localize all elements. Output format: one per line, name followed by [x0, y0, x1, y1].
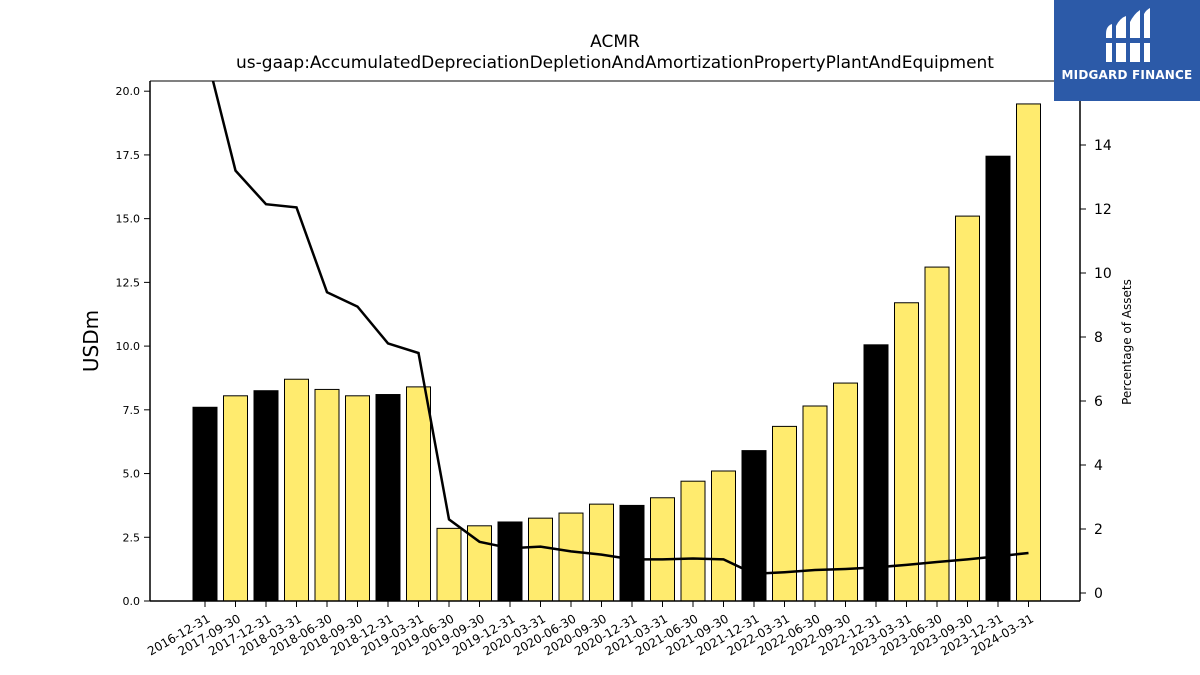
- logo-mark-icon: [1102, 8, 1154, 62]
- y-tick-label: 7.5: [123, 404, 141, 417]
- bar-2023-09-30: [955, 215, 980, 602]
- bar-2017-09-30: [223, 395, 248, 602]
- bar-2019-03-31: [406, 386, 431, 602]
- y2-tick-label: 14: [1094, 138, 1112, 154]
- bar-2023-03-31: [894, 302, 919, 602]
- y2-axis-label: Percentage of Assets: [1120, 279, 1134, 405]
- y2-tick-label: 8: [1094, 330, 1103, 346]
- bar-2019-12-31: [497, 521, 523, 602]
- bar-2024-03-31: [1016, 103, 1041, 602]
- y2-tick-label: 0: [1094, 586, 1103, 602]
- bar-2020-06-30: [558, 512, 584, 602]
- y-tick-label: 5.0: [123, 468, 141, 481]
- bar-2020-12-31: [619, 504, 645, 602]
- bar-2021-03-31: [650, 497, 675, 602]
- y-tick-label: 10.0: [116, 340, 141, 353]
- y-axis-label: USDm: [79, 310, 103, 372]
- bar-2021-06-30: [680, 480, 706, 602]
- chart-title: ACMR: [590, 32, 640, 52]
- bar-2022-09-30: [833, 382, 858, 602]
- percentage-of-assets-line: [211, 81, 1029, 576]
- midgard-finance-logo: MIDGARD FINANCE: [1054, 0, 1200, 101]
- y-tick-label: 2.5: [123, 531, 141, 544]
- bar-2020-03-31: [528, 517, 553, 602]
- y-tick-label: 15.0: [116, 213, 141, 226]
- bar-2018-06-30: [314, 388, 340, 602]
- bar-2021-09-30: [711, 470, 736, 602]
- y2-tick-label: 2: [1094, 522, 1103, 538]
- bar-2019-06-30: [436, 527, 462, 602]
- bar-2023-12-31: [985, 155, 1011, 602]
- bar-2018-09-30: [345, 395, 370, 602]
- bar-2022-12-31: [863, 344, 889, 602]
- bar-2016-12-31: [192, 406, 218, 602]
- y2-tick-label: 6: [1094, 394, 1103, 410]
- bar-2018-12-31: [375, 394, 401, 602]
- bar-2021-12-31: [741, 450, 767, 602]
- y-tick-label: 0.0: [123, 595, 141, 608]
- bar-2018-03-31: [284, 378, 309, 602]
- y2-tick-label: 4: [1094, 458, 1103, 474]
- y-tick-label: 17.5: [116, 149, 141, 162]
- bar-2019-09-30: [467, 525, 492, 602]
- y2-tick-label: 10: [1094, 266, 1112, 282]
- bar-2020-09-30: [589, 503, 614, 602]
- y2-tick-label: 12: [1094, 202, 1112, 218]
- bar-2017-12-31: [253, 390, 279, 602]
- bar-2022-03-31: [772, 425, 797, 602]
- chart-subtitle: us-gaap:AccumulatedDepreciationDepletion…: [236, 53, 994, 73]
- y-tick-label: 12.5: [116, 276, 141, 289]
- logo-text: MIDGARD FINANCE: [1061, 68, 1193, 82]
- bar-2023-06-30: [924, 266, 950, 602]
- y-tick-label: 20.0: [116, 85, 141, 98]
